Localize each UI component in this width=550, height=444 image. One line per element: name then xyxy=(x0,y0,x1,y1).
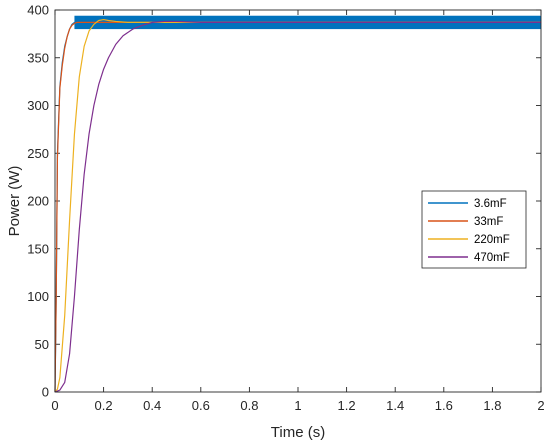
x-tick-label: 1.4 xyxy=(386,398,404,413)
legend-box xyxy=(421,190,527,269)
x-tick-label: 0.2 xyxy=(95,398,113,413)
series-line-220mF xyxy=(54,18,541,393)
plot-area-border xyxy=(54,9,542,393)
x-tick-label: 2 xyxy=(537,398,544,413)
y-tick-labels: 0 50 100 150 200 250 300 350 400 xyxy=(27,3,49,400)
series-line-33mF xyxy=(54,21,541,393)
y-tick-label: 350 xyxy=(27,50,49,65)
x-tick-label: 1.6 xyxy=(435,398,453,413)
y-tick-label: 150 xyxy=(27,241,49,256)
x-axis-label: Time (s) xyxy=(271,424,325,441)
x-tick-label: 0.6 xyxy=(192,398,210,413)
y-tick-label: 400 xyxy=(27,3,49,18)
legend-entry-label: 3.6mF xyxy=(474,198,507,210)
series-line-470mF xyxy=(54,20,541,393)
x-tick-label: 0.8 xyxy=(240,398,258,413)
legend-entry-label: 220mF xyxy=(474,234,510,246)
y-tick-label: 300 xyxy=(27,98,49,113)
legend-entry-label: 33mF xyxy=(474,216,503,228)
x-tick-label: 1 xyxy=(294,398,301,413)
series-layer xyxy=(54,15,541,393)
x-tick-label: 0.4 xyxy=(143,398,161,413)
y-tick-label: 0 xyxy=(42,385,49,400)
y-axis-label: Power (W) xyxy=(6,166,23,237)
x-tick-label: 0 xyxy=(51,398,58,413)
y-tick-label: 50 xyxy=(35,337,49,352)
x-tick-labels: 0 0.2 0.4 0.6 0.8 1 1.2 1.4 1.6 1.8 2 xyxy=(51,398,544,413)
x-tick-label: 1.2 xyxy=(338,398,356,413)
legend-entry-label: 470mF xyxy=(474,252,510,264)
y-tick-label: 100 xyxy=(27,289,49,304)
legend: 3.6mF 33mF 220mF 470mF xyxy=(421,190,527,269)
y-tick-label: 250 xyxy=(27,146,49,161)
y-tick-label: 200 xyxy=(27,194,49,209)
x-tick-label: 1.8 xyxy=(483,398,501,413)
